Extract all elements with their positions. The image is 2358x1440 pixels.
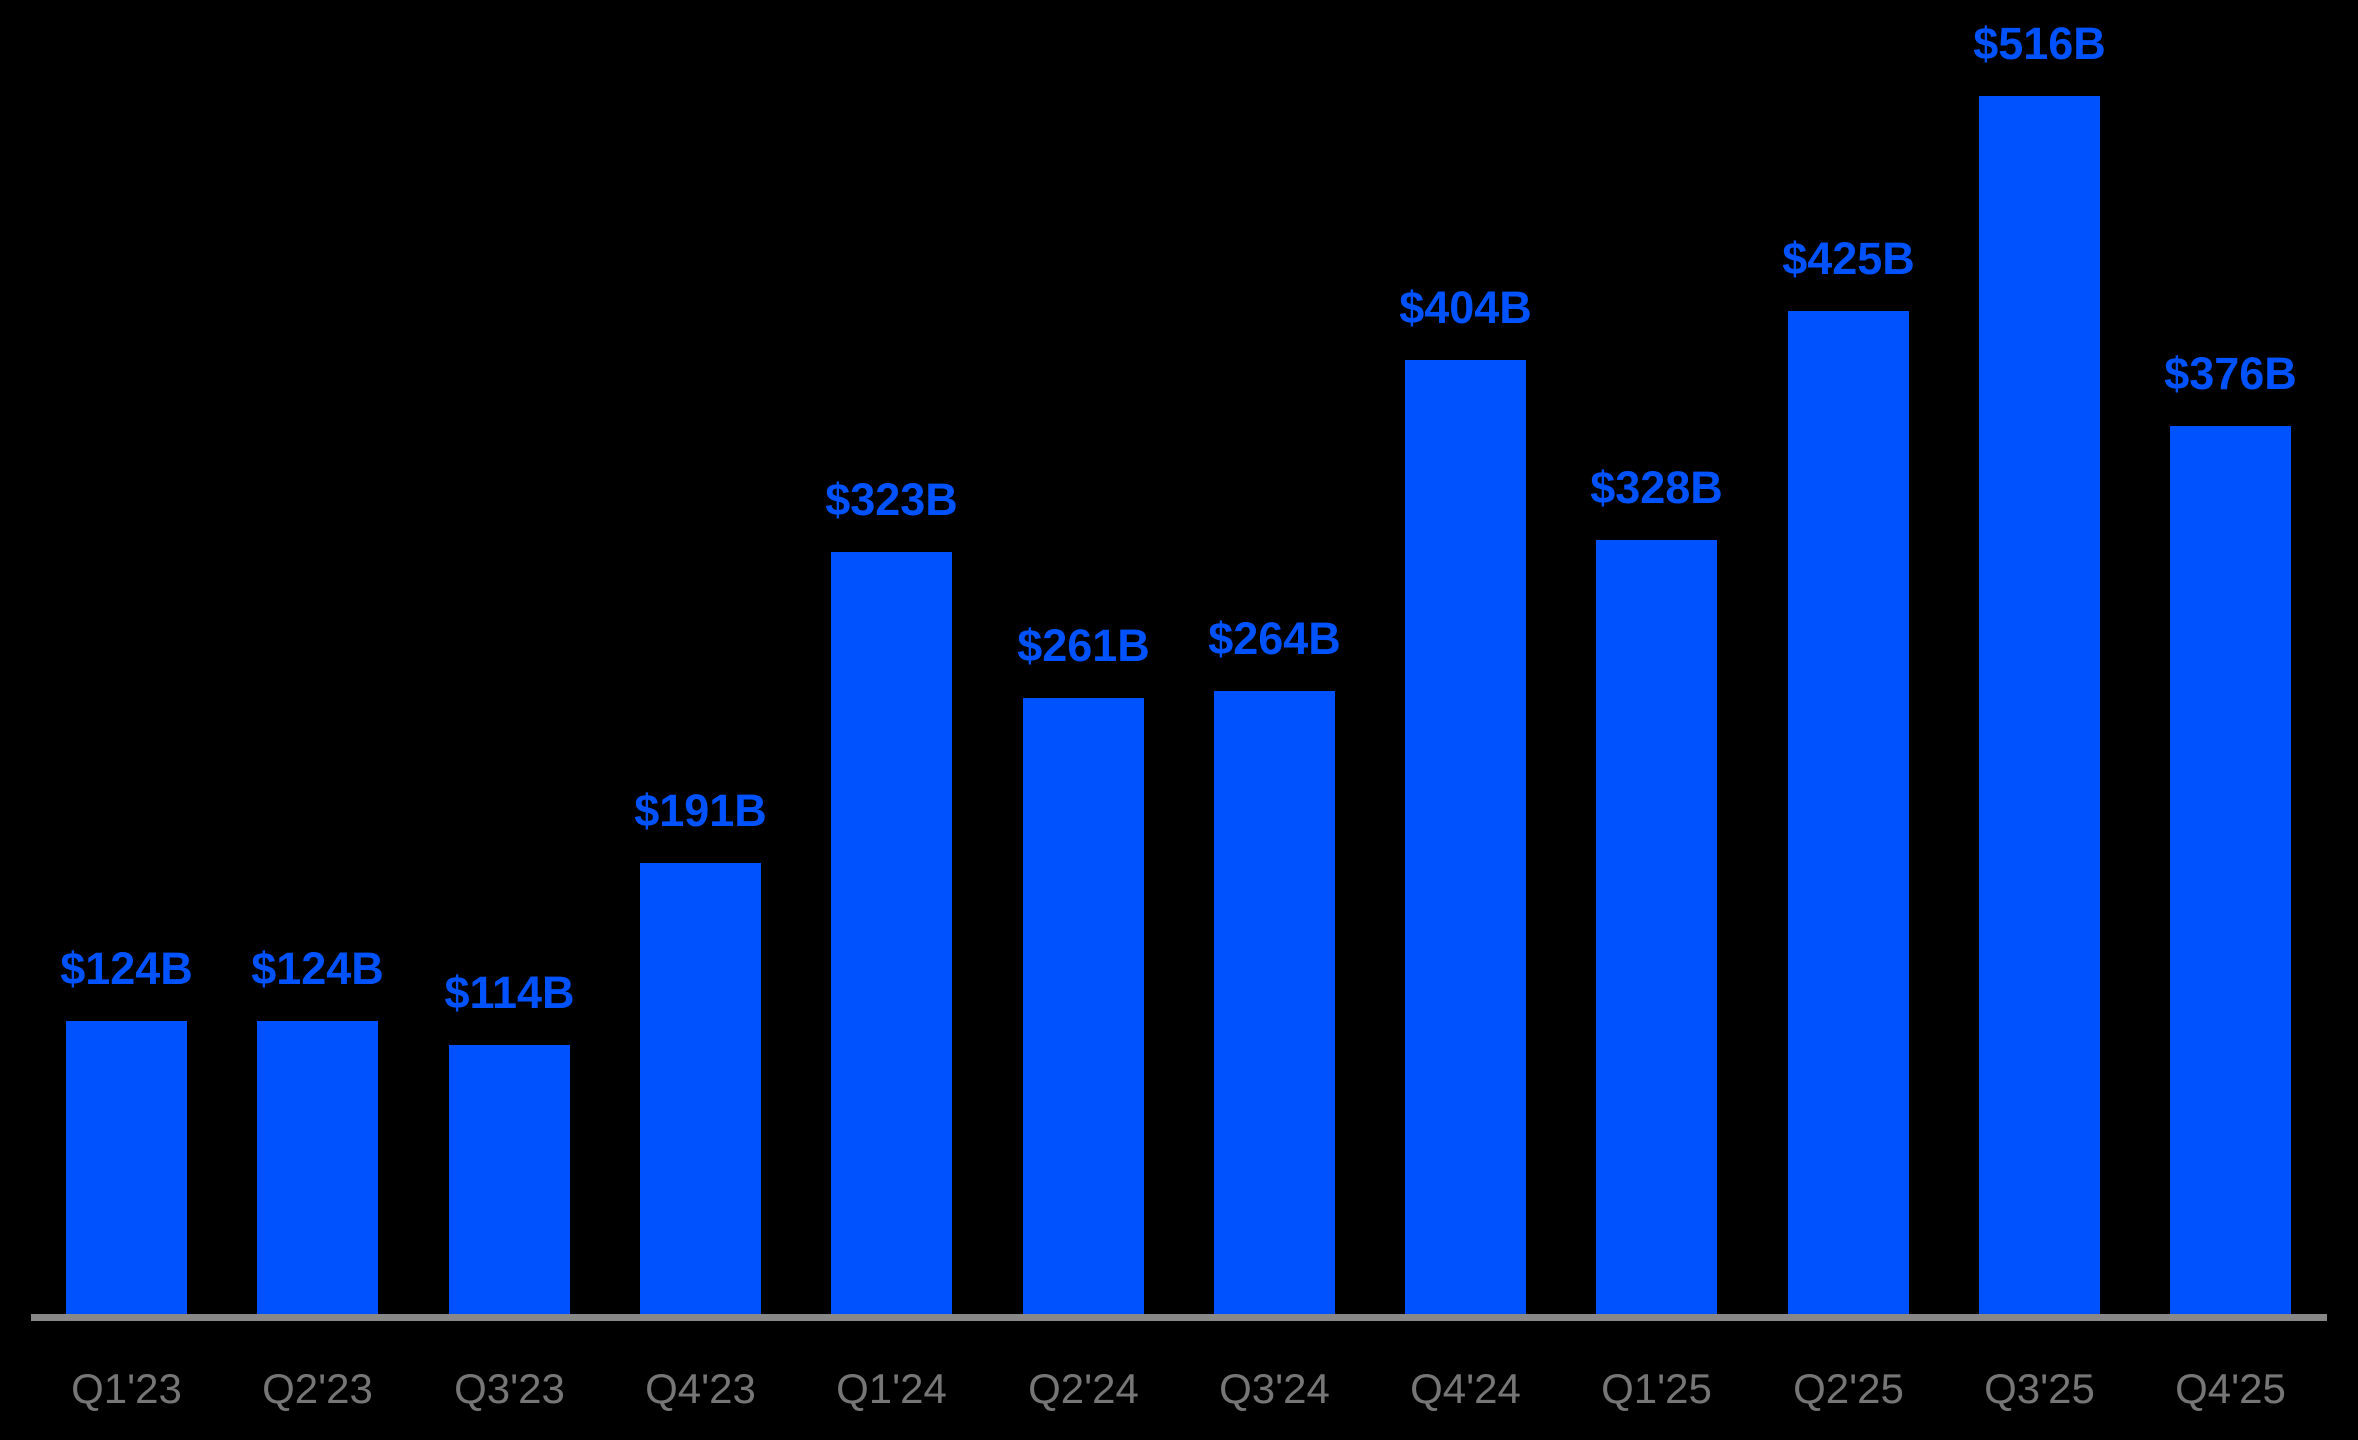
- bar: [831, 552, 952, 1314]
- bar-value-label: $264B: [1208, 613, 1341, 664]
- x-axis-tick-label: Q1'25: [1601, 1365, 1712, 1412]
- bar-value-label: $323B: [825, 474, 958, 525]
- x-axis-tick-label: Q4'23: [645, 1365, 756, 1412]
- bar-value-label: $124B: [60, 943, 193, 994]
- bar: [449, 1045, 570, 1314]
- bar-value-label: $328B: [1590, 462, 1723, 513]
- bar: [257, 1021, 378, 1314]
- bar: [1788, 311, 1909, 1314]
- x-axis-tick-label: Q3'25: [1984, 1365, 2095, 1412]
- bar: [2170, 426, 2291, 1314]
- bar: [66, 1021, 187, 1314]
- bar: [1979, 96, 2100, 1314]
- x-axis-tick-label: Q2'23: [262, 1365, 373, 1412]
- x-axis-tick-label: Q4'24: [1410, 1365, 1521, 1412]
- bar: [1214, 691, 1335, 1314]
- bar: [1405, 360, 1526, 1314]
- bar: [640, 863, 761, 1314]
- x-axis-tick-label: Q3'23: [454, 1365, 565, 1412]
- bar-value-label: $124B: [251, 943, 384, 994]
- x-axis-tick-label: Q1'23: [71, 1365, 182, 1412]
- bar-value-label: $191B: [634, 785, 767, 836]
- bar-value-label: $404B: [1399, 282, 1532, 333]
- bar: [1023, 698, 1144, 1314]
- x-axis-tick-label: Q1'24: [836, 1365, 947, 1412]
- x-axis-tick-label: Q4'25: [2175, 1365, 2286, 1412]
- bar-value-label: $425B: [1782, 233, 1915, 284]
- x-axis-tick-label: Q2'24: [1028, 1365, 1139, 1412]
- x-axis-tick-label: Q2'25: [1793, 1365, 1904, 1412]
- bar-value-label: $261B: [1017, 620, 1150, 671]
- x-axis-line: [31, 1314, 2327, 1321]
- x-axis-tick-label: Q3'24: [1219, 1365, 1330, 1412]
- bar: [1596, 540, 1717, 1314]
- bar-value-label: $376B: [2164, 348, 2297, 399]
- bar-value-label: $114B: [444, 967, 575, 1018]
- bar-value-label: $516B: [1973, 18, 2106, 69]
